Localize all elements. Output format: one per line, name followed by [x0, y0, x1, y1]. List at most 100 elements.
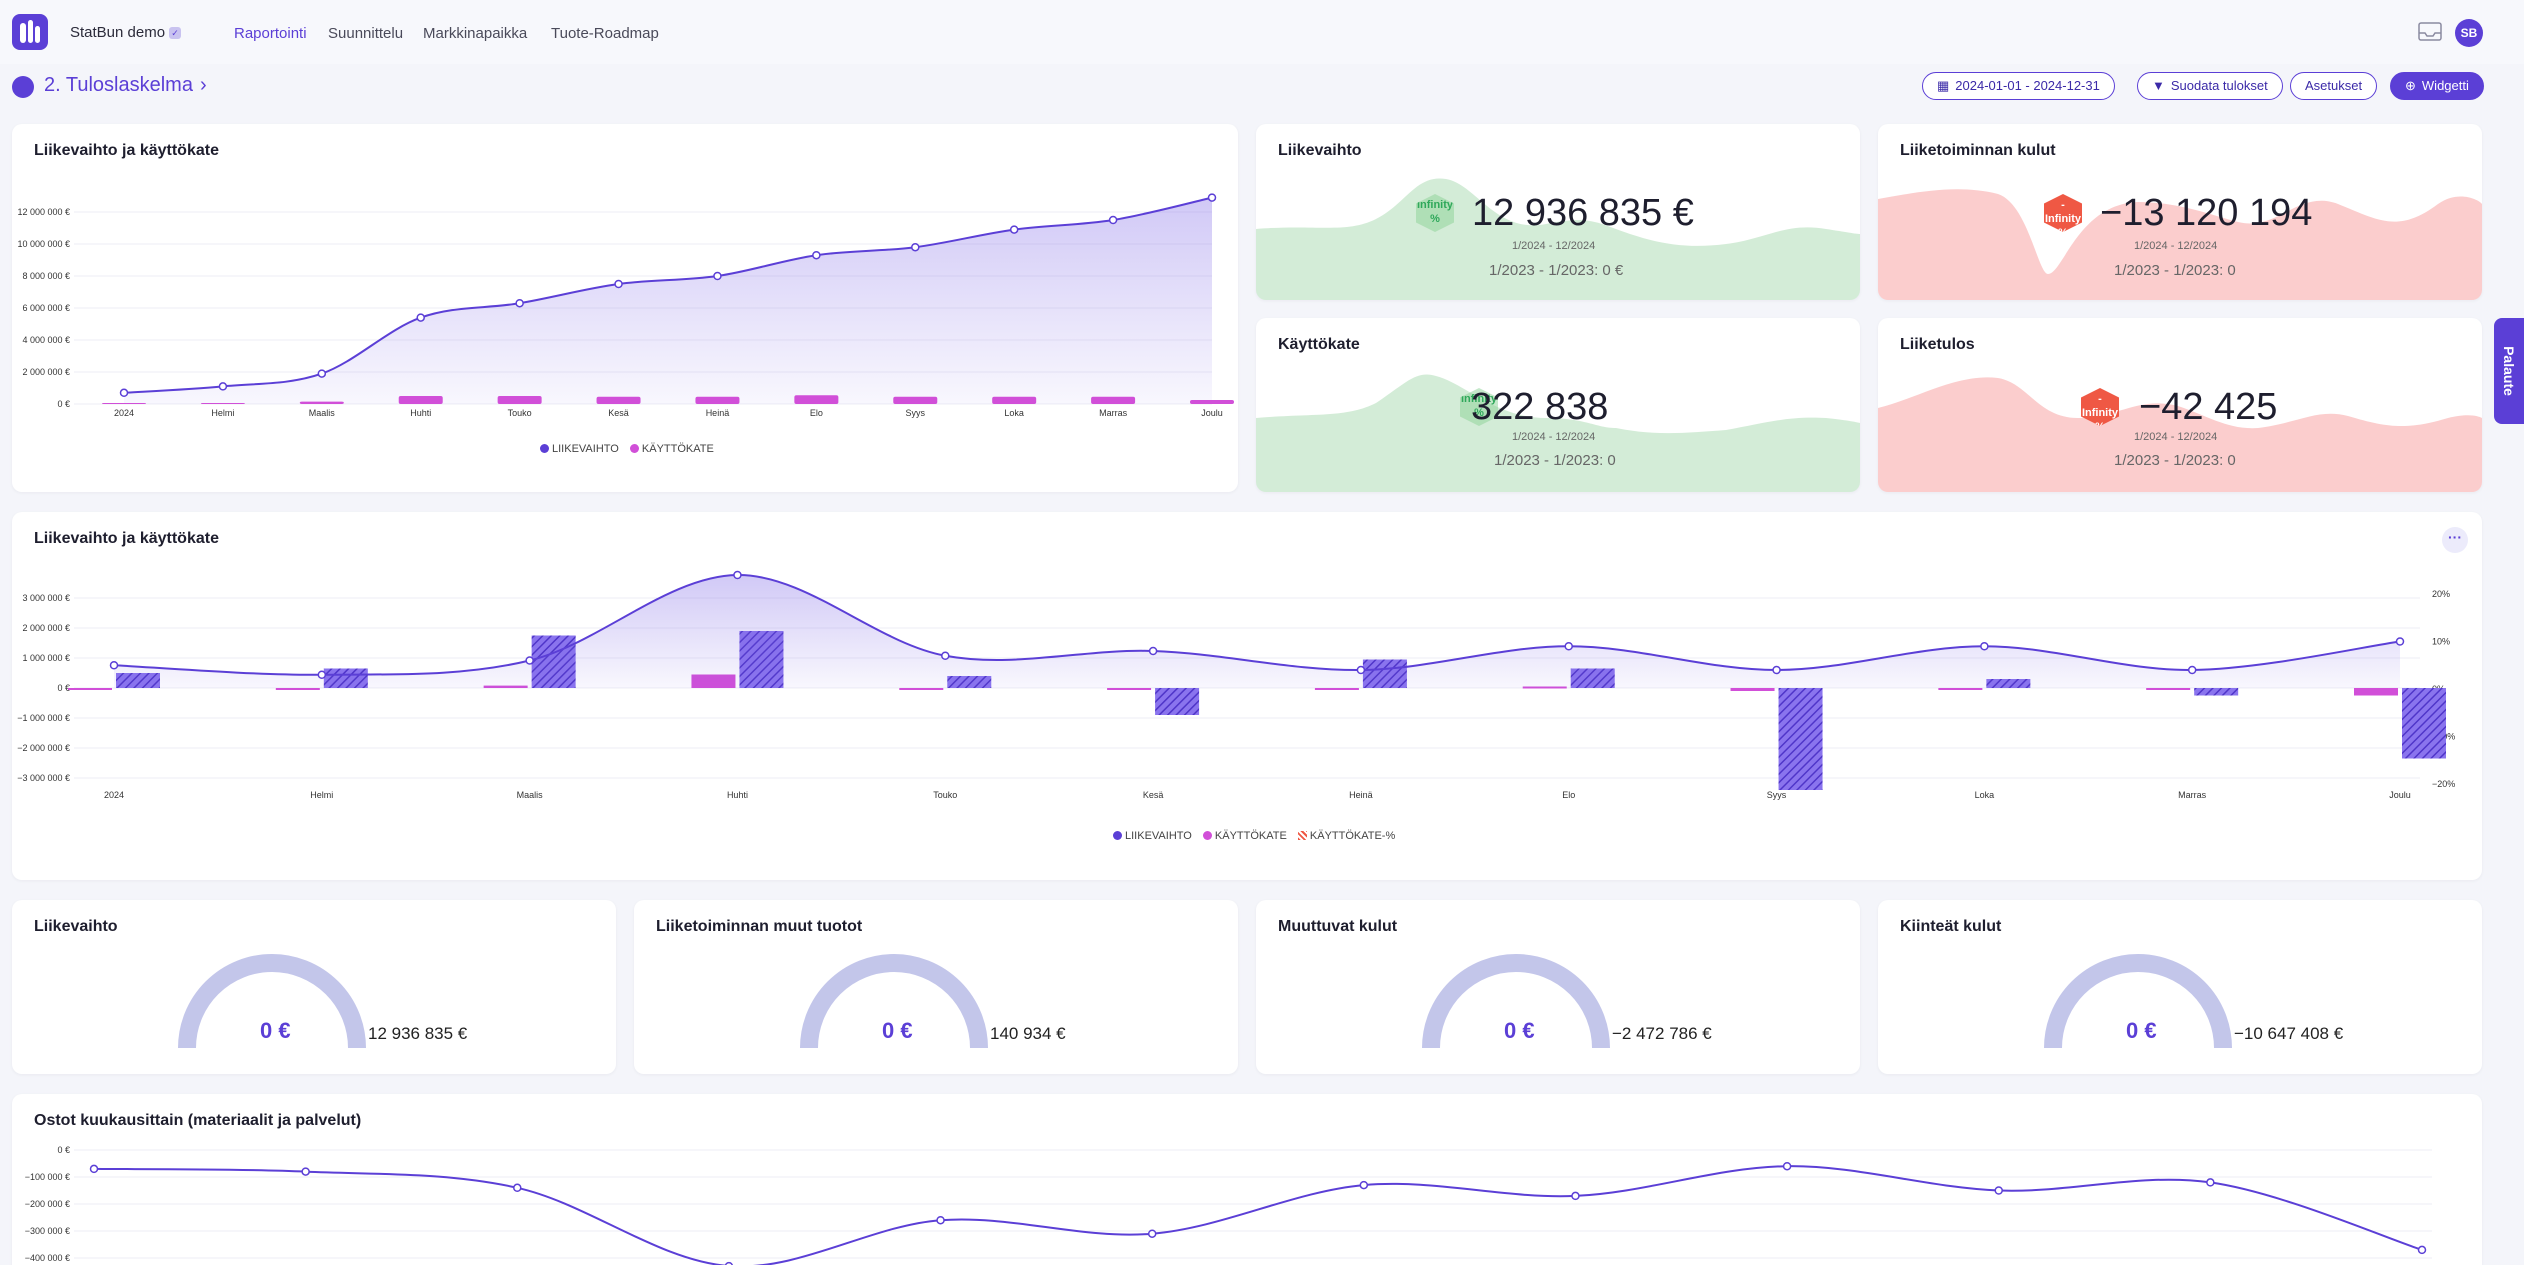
- kpi-previous: 1/2023 - 1/2023: 0: [2114, 262, 2236, 279]
- legend-dot-icon: [1113, 831, 1122, 840]
- user-avatar[interactable]: SB: [2455, 19, 2483, 47]
- y-tick-label: 1 000 000 €: [22, 653, 70, 663]
- x-tick-label: Syys: [1767, 790, 1787, 800]
- point-ostot: [513, 1183, 522, 1193]
- change-badge: Infinity %: [1460, 388, 1498, 426]
- x-tick-label: Marras: [1099, 408, 1128, 418]
- point-liikevaihto: [911, 242, 920, 252]
- point-kayttokate-pct: [733, 570, 742, 580]
- gauge-title: Liikevaihto: [34, 918, 118, 935]
- bar-kayttokate: [1190, 400, 1234, 404]
- page-title[interactable]: 2. Tuloslaskelma: [44, 74, 193, 96]
- point-liikevaihto: [713, 271, 722, 281]
- x-tick-label: Helmi: [211, 408, 234, 418]
- nav-suunnittelu[interactable]: Suunnittelu: [328, 25, 404, 42]
- gauge-card-kiinteat-kulut: Kiinteät kulut 0 € −10 647 408 €: [1878, 900, 2482, 1074]
- bar-liikevaihto: [2194, 688, 2239, 696]
- gauge-card-muuttuvat-kulut: Muuttuvat kulut 0 € −2 472 786 €: [1256, 900, 1860, 1074]
- inbox-icon[interactable]: [2418, 22, 2442, 42]
- point-ostot: [1359, 1180, 1369, 1190]
- x-tick-label: Touko: [508, 408, 532, 418]
- point-ostot: [1782, 1161, 1792, 1171]
- gauge-value: 0 €: [882, 1018, 913, 1043]
- card-title: Liikevaihto ja käyttökate: [34, 142, 219, 159]
- kpi-title: Liikevaihto: [1278, 142, 1362, 159]
- kpi-value: 12 936 835 €: [1472, 192, 1694, 234]
- statbun-logo[interactable]: [12, 14, 48, 50]
- legend-kayttokate[interactable]: KÄYTTÖKATE: [1214, 830, 1287, 842]
- x-tick-label: Maalis: [309, 408, 336, 418]
- kpi-period: 1/2024 - 12/2024: [1512, 240, 1596, 252]
- add-widget-button[interactable]: ⊕ Widgetti: [2390, 72, 2484, 100]
- card-title: Liikevaihto ja käyttökate: [34, 530, 219, 547]
- nav-markkinapaikka[interactable]: Markkinapaikka: [423, 25, 528, 42]
- chart-legend: LIIKEVAIHTO KÄYTTÖKATE KÄYTTÖKATE-%: [1105, 830, 1395, 842]
- x-tick-label: Kesä: [1143, 790, 1164, 800]
- y-tick-label: −200 000 €: [25, 1199, 70, 1209]
- kpi-title: Liiketoiminnan kulut: [1900, 142, 2056, 159]
- purchases-monthly-card: Ostot kuukausittain (materiaalit ja palv…: [12, 1094, 2482, 1265]
- nav-tuote-roadmap[interactable]: Tuote-Roadmap: [551, 25, 659, 42]
- kpi-card-liiketulos: Liiketulos -Infinity % −42 425 1/2024 - …: [1878, 318, 2482, 492]
- legend-hatched-icon: [1297, 831, 1307, 840]
- point-liikevaihto: [515, 298, 524, 308]
- y-tick-label: 2 000 000 €: [22, 623, 70, 633]
- x-tick-label: Maalis: [517, 790, 544, 800]
- legend-dot-icon: [1202, 831, 1212, 840]
- gauge-title: Muuttuvat kulut: [1278, 918, 1398, 935]
- filter-results-button[interactable]: ▼ Suodata tulokset: [2137, 72, 2283, 100]
- report-icon: [12, 76, 34, 98]
- kpi-sparkline-red: [1878, 377, 2482, 492]
- gauge-value: 0 €: [2126, 1018, 2157, 1043]
- point-ostot: [936, 1215, 945, 1225]
- point-kayttokate-pct: [1356, 665, 1366, 675]
- chevron-right-icon[interactable]: ›: [200, 74, 207, 96]
- legend-dot-icon: [540, 444, 549, 453]
- bar-kayttokate: [893, 396, 938, 404]
- kpi-title: Käyttökate: [1278, 336, 1360, 353]
- x-tick-label: Heinä: [1349, 790, 1373, 800]
- y-tick-label: 10 000 000 €: [17, 239, 70, 249]
- legend-kayttokate-pct[interactable]: KÄYTTÖKATE-%: [1309, 830, 1396, 842]
- kpi-sparkline-red: [1878, 189, 2482, 300]
- card-title: Ostot kuukausittain (materiaalit ja palv…: [34, 1112, 362, 1129]
- bar-kayttokate: [1314, 688, 1359, 690]
- y-tick-label: 0 €: [57, 399, 70, 409]
- x-tick-label: Elo: [810, 408, 823, 418]
- gauge-value: 0 €: [1504, 1018, 1535, 1043]
- change-badge: Infinity %: [1416, 194, 1454, 232]
- filter-icon: ▼: [2152, 78, 2165, 93]
- gauge-arc: [2044, 954, 2232, 1049]
- point-ostot: [89, 1164, 99, 1174]
- kpi-title: Liiketulos: [1900, 336, 1975, 353]
- gauge-arc: [800, 954, 988, 1049]
- x-tick-label: Kesä: [608, 408, 629, 418]
- date-range-button[interactable]: ▦ 2024-01-01 - 2024-12-31: [1922, 72, 2115, 100]
- y-tick-label: −1 000 000 €: [17, 713, 70, 723]
- kpi-previous: 1/2023 - 1/2023: 0: [2114, 452, 2236, 469]
- legend-liikevaihto[interactable]: LIIKEVAIHTO: [1125, 830, 1192, 842]
- legend-liikevaihto[interactable]: LIIKEVAIHTO: [552, 443, 619, 455]
- bar-kayttokate: [695, 396, 740, 404]
- point-kayttokate-pct: [1772, 665, 1781, 675]
- y-tick-label: 3 000 000 €: [22, 593, 70, 603]
- workspace-selector[interactable]: StatBun demo ✓: [70, 24, 182, 41]
- gauge-total: 12 936 835 €: [368, 1024, 468, 1043]
- more-options-button[interactable]: ···: [2442, 527, 2468, 553]
- bar-kayttokate: [899, 688, 944, 690]
- y-tick-label: −2 000 000 €: [17, 743, 70, 753]
- point-kayttokate-pct: [941, 651, 950, 660]
- gauge-value: 0 €: [260, 1018, 291, 1043]
- legend-kayttokate[interactable]: KÄYTTÖKATE: [641, 443, 714, 455]
- settings-button[interactable]: Asetukset: [2290, 72, 2378, 100]
- point-ostot: [724, 1261, 734, 1265]
- nav-raportointi[interactable]: Raportointi: [234, 25, 307, 42]
- point-liikevaihto: [812, 250, 821, 260]
- feedback-tab[interactable]: Palaute: [2494, 318, 2524, 424]
- gauge-arc: [178, 954, 366, 1049]
- point-liikevaihto: [119, 388, 129, 398]
- x-tick-label: Joulu: [1201, 408, 1223, 418]
- bar-kayttokate: [299, 401, 344, 404]
- x-tick-label: Touko: [933, 790, 957, 800]
- point-ostot: [1147, 1229, 1157, 1238]
